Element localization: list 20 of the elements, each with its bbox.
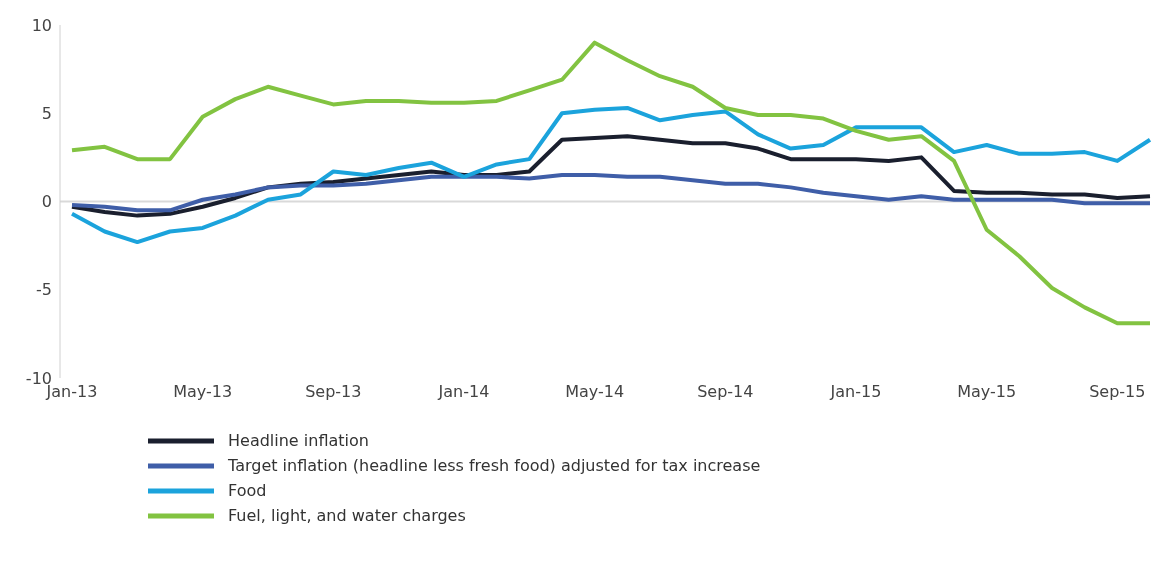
x-tick-label: Jan-15 [829,382,882,402]
x-tick-label: Sep-13 [305,382,362,402]
line-series [70,134,1152,218]
line-series [70,173,1152,213]
x-tick-label: May-15 [957,382,1017,402]
legend-label: Headline inflation [228,431,369,450]
x-tick-label: Sep-14 [697,382,754,402]
y-tick-label: 10 [31,15,52,35]
y-tick-label: 5 [41,103,52,123]
x-tick-label: May-14 [565,382,625,402]
line-series [70,40,1152,326]
x-tick-label: May-13 [173,382,233,402]
legend-label: Food [228,481,267,500]
x-tick-label: Sep-15 [1089,382,1146,402]
legend-label: Target inflation (headline less fresh food) adjusted for tax increase [228,456,761,475]
y-tick-label: -5 [36,280,52,300]
x-tick-label: Jan-14 [437,382,490,402]
y-tick-label: 0 [41,192,52,212]
line-series [70,105,1152,245]
legend-label: Fuel, light, and water charges [228,506,466,525]
